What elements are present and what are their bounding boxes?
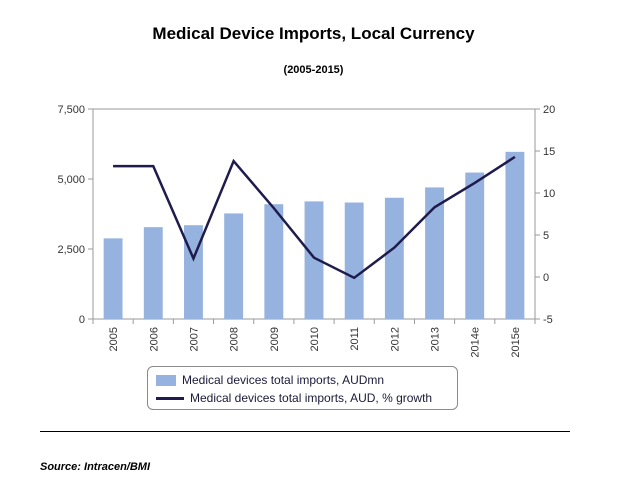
- x-axis-label-2010: 2010: [309, 327, 321, 351]
- x-axis-label-2006: 2006: [148, 327, 160, 351]
- left-axis-tick-label: 7,500: [57, 104, 85, 116]
- left-axis-tick-label: 0: [79, 314, 85, 326]
- bar-2009: [264, 204, 284, 319]
- right-axis-tick-label: -5: [543, 314, 553, 326]
- legend-swatch-bar: [156, 375, 176, 386]
- right-axis-tick-label: 5: [543, 230, 549, 242]
- x-axis-label-2005: 2005: [108, 327, 120, 351]
- right-axis-tick-label: 10: [543, 188, 555, 200]
- x-axis-label-2015e: 2015e: [510, 327, 522, 358]
- right-axis-tick-label: 20: [543, 104, 555, 116]
- right-axis-tick-label: 0: [543, 272, 549, 284]
- growth-line: [113, 155, 516, 280]
- bar-2015e: [505, 151, 525, 319]
- legend-label-bar-series: Medical devices total imports, AUDmn: [182, 373, 385, 387]
- left-axis-tick-label: 5,000: [57, 174, 85, 186]
- x-axis-label-2014e: 2014e: [470, 327, 482, 358]
- bar-2014e: [465, 172, 485, 319]
- x-axis-label-2009: 2009: [269, 327, 281, 351]
- bar-2011: [344, 202, 364, 319]
- left-axis-tick-label: 2,500: [57, 244, 85, 256]
- bar-2006: [143, 227, 163, 319]
- legend-swatch-line: [156, 397, 184, 400]
- right-axis-tick-label: 15: [543, 146, 555, 158]
- x-axis-label-2012: 2012: [389, 327, 401, 351]
- x-axis-label-2013: 2013: [430, 327, 442, 351]
- source-note: Source: Intracen/BMI: [40, 461, 151, 473]
- legend-label-line-series: Medical devices total imports, AUD, % gr…: [190, 391, 433, 405]
- chart-title: Medical Device Imports, Local Currency: [152, 24, 475, 43]
- chart-subtitle: (2005-2015): [283, 64, 344, 76]
- x-axis-label-2007: 2007: [188, 327, 200, 351]
- bar-2008: [224, 213, 244, 319]
- footer-divider: [40, 431, 570, 432]
- bar-2005: [103, 238, 123, 319]
- x-axis-label-2008: 2008: [229, 327, 241, 351]
- bar-2012: [384, 197, 404, 319]
- bar-2013: [425, 187, 444, 319]
- bar-2010: [304, 201, 324, 319]
- x-axis-label-2011: 2011: [349, 327, 361, 351]
- chart-legend: Medical devices total imports, AUDmn Med…: [147, 366, 458, 410]
